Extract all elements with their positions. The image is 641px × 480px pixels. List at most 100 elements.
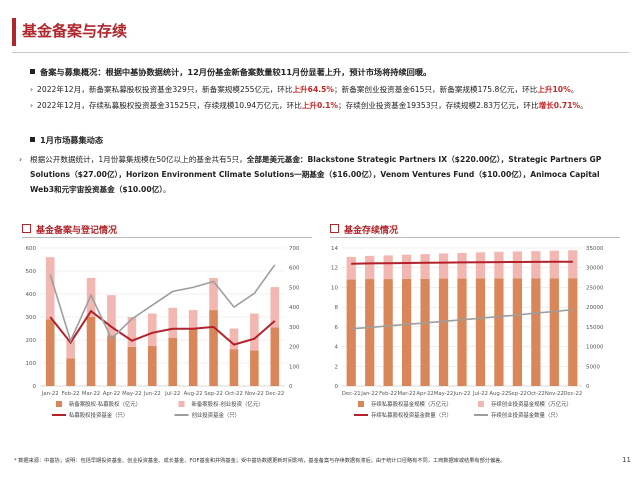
bar-segment — [438, 253, 449, 279]
bar-segment — [438, 278, 449, 386]
page-number: 11 — [622, 456, 631, 464]
y2-tick-label: 300 — [289, 325, 300, 331]
text-segment: 。 — [570, 85, 579, 94]
y2-tick-label: 15000 — [586, 325, 604, 331]
bar-segment — [475, 278, 486, 386]
legend-label: 新备案股权-创业投资（亿元） — [192, 400, 264, 408]
text-segment: ；存续创业投资基金19353只，存续规模2.83万亿元，环比 — [338, 101, 539, 110]
highlight-value: 上升0.1% — [301, 101, 339, 110]
bar-segment — [383, 279, 393, 386]
chart-title-text: 基金备案与登记情况 — [36, 226, 118, 236]
x-tick-label: Jun-22 — [143, 391, 161, 397]
y-tick-label: 2 — [335, 364, 339, 370]
bar-segment — [420, 278, 430, 386]
legend-label: 新备案股权-私募股权（亿元） — [69, 400, 141, 408]
legend-swatch — [56, 401, 62, 407]
y2-tick-label: 600 — [289, 266, 300, 272]
chart-title-rule — [22, 237, 312, 238]
bar-segment — [494, 278, 504, 386]
y2-tick-label: 30000 — [586, 266, 604, 272]
x-tick-label: Dec-22 — [563, 391, 582, 397]
bar-segment — [475, 252, 486, 279]
y2-tick-label: 25000 — [586, 285, 604, 291]
title-divider — [12, 52, 629, 53]
section-heading-filing: 备案与募集概况：根据中基协数据统计，12月份基金新备案数量较11月份显著上升，预… — [30, 66, 431, 78]
bullet-existing-funds: › 2022年12月，存续私募股权投资基金31525只，存续规模10.94万亿元，… — [30, 100, 588, 112]
y-tick-label: 300 — [26, 315, 37, 321]
bar-segment — [86, 317, 96, 386]
bar-segment — [250, 350, 259, 386]
bar-segment — [531, 278, 541, 386]
y-tick-label: 10 — [331, 285, 338, 291]
bar-segment — [457, 252, 467, 279]
bar-segment — [531, 251, 541, 279]
y-tick-label: 6 — [335, 325, 339, 331]
y2-tick-label: 500 — [289, 285, 300, 291]
bar-segment — [229, 349, 239, 386]
bar-segment — [402, 278, 412, 386]
section-heading-text: 1月市场募集动态 — [40, 135, 104, 145]
legend-label: 存续创业投资基金数量（只） — [491, 411, 561, 419]
x-tick-label: May-22 — [434, 391, 454, 397]
y-tick-label: 100 — [26, 361, 37, 367]
y-tick-label: 8 — [335, 305, 339, 311]
text-segment: 。 — [163, 185, 171, 194]
series-line — [49, 264, 276, 343]
bar-segment — [45, 319, 55, 386]
bar-segment — [365, 279, 375, 386]
x-tick-label: Aug-22 — [489, 391, 508, 397]
bar-segment — [549, 278, 559, 386]
x-tick-label: Dec-22 — [265, 391, 284, 397]
x-tick-label: Jan-22 — [360, 391, 378, 397]
square-outline-icon — [330, 224, 339, 233]
y-tick-label: 400 — [26, 292, 37, 298]
arrow-bullet-icon: › — [30, 101, 34, 110]
legend-label: 存续私募股权基金规模（万亿元） — [371, 400, 452, 408]
x-tick-label: Feb-22 — [379, 391, 397, 397]
y-tick-label: 0 — [335, 384, 339, 390]
y2-tick-label: 0 — [586, 384, 590, 390]
bar-segment — [270, 287, 280, 328]
bar-segment — [127, 346, 137, 386]
y2-tick-label: 700 — [289, 246, 300, 252]
bar-segment — [107, 335, 116, 386]
highlight-value: 上升10% — [537, 85, 571, 94]
bar-segment — [86, 277, 96, 317]
y2-tick-label: 200 — [289, 345, 300, 351]
y-tick-label: 0 — [33, 384, 37, 390]
square-bullet-icon — [30, 69, 35, 74]
y-tick-label: 500 — [26, 269, 37, 275]
x-tick-label: Apr-22 — [416, 391, 433, 397]
text-segment: 2022年12月，存续私募股权投资基金31525只，存续规模10.94万亿元，环… — [37, 101, 302, 110]
bar-segment — [420, 254, 430, 279]
bar-segment — [270, 327, 280, 386]
bar-segment — [188, 328, 198, 386]
x-tick-label: Oct-22 — [527, 391, 545, 397]
y2-tick-label: 100 — [289, 364, 300, 370]
x-tick-label: Oct-22 — [225, 391, 243, 397]
bar-segment — [188, 310, 198, 329]
bar-segment — [365, 255, 375, 280]
bar-segment — [512, 278, 522, 386]
bar-segment — [148, 313, 157, 346]
bullet-new-filings: › 2022年12月，新备案私募股权投资基金329只，新备案规模255亿元，环比上… — [30, 84, 578, 96]
legend-swatch — [178, 401, 185, 407]
footnote: * 数据来源：中基协；说明：包括早期投资基金、创业投资基金、成长基金、FOF基金… — [14, 457, 506, 464]
legend-swatch — [358, 401, 364, 407]
x-tick-label: Sep-22 — [204, 391, 223, 397]
y-tick-label: 200 — [26, 338, 37, 344]
title-accent-bar — [12, 18, 16, 46]
x-tick-label: Dec-21 — [342, 391, 361, 397]
x-tick-label: Mar-22 — [397, 391, 415, 397]
text-segment: 。 — [580, 101, 588, 110]
section-heading-text: 备案与募集概况：根据中基协数据统计，12月份基金新备案数量较11月份显著上升，预… — [40, 67, 432, 77]
bar-segment — [568, 278, 578, 386]
x-tick-label: Feb-22 — [62, 391, 80, 397]
bar-segment — [127, 317, 137, 347]
y-tick-label: 600 — [26, 246, 37, 252]
bar-segment — [209, 310, 218, 386]
legend-label: 存续创业投资基金规模（万亿元） — [491, 400, 572, 408]
bar-segment — [346, 256, 356, 280]
x-tick-label: Jan-22 — [41, 391, 59, 397]
y2-tick-label: 35000 — [586, 246, 604, 252]
